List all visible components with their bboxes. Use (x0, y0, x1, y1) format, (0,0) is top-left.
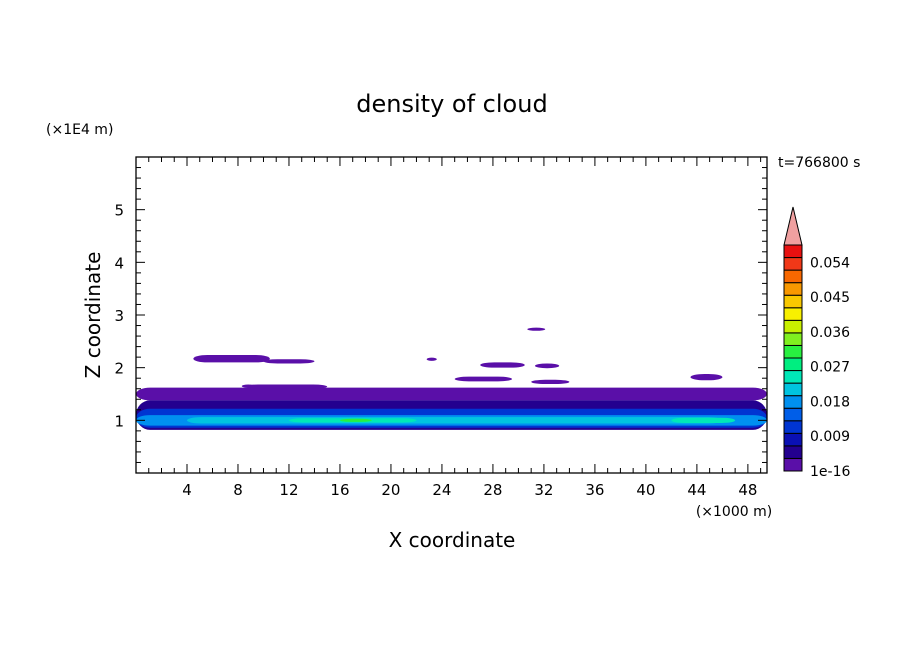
density-contour-16 (531, 379, 570, 384)
colorbar-segment (783, 407, 803, 422)
colorbar-label: 1e-16 (810, 464, 850, 480)
x-tick-label: 20 (381, 481, 400, 499)
y-tick-label: 3 (114, 307, 124, 325)
x-tick-label: 48 (738, 481, 757, 499)
colorbar-overflow-arrow (783, 206, 803, 246)
colorbar-segment (783, 395, 803, 409)
x-tick-label: 32 (534, 481, 553, 499)
colorbar-segment (783, 382, 803, 397)
time-label: t=766800 s (778, 155, 860, 171)
colorbar-segment (783, 344, 803, 359)
density-contour-13 (534, 363, 560, 369)
colorbar-segment (783, 269, 803, 284)
colorbar-label: 0.018 (810, 394, 850, 410)
density-contour-18 (241, 384, 255, 388)
x-axis-unit: (×1000 m) (696, 504, 772, 520)
colorbar-segment (783, 294, 803, 309)
x-tick-label: 44 (687, 481, 706, 499)
colorbar-label: 0.036 (810, 325, 850, 341)
density-contour-11 (426, 357, 437, 361)
x-tick-label: 36 (585, 481, 604, 499)
density-contour-6 (339, 418, 372, 422)
x-tick-label: 12 (279, 481, 298, 499)
density-contour-14 (527, 327, 546, 331)
y-axis-unit: (×1E4 m) (46, 122, 113, 138)
colorbar-segment (783, 420, 803, 434)
density-contour-7 (671, 417, 736, 423)
density-contour-10 (244, 384, 328, 389)
colorbar-segment (783, 432, 803, 447)
colorbar-segment (783, 282, 803, 296)
y-tick-label: 4 (114, 254, 124, 272)
density-contour-8 (193, 355, 270, 363)
density-contour-12 (480, 362, 525, 368)
x-tick-label: 8 (233, 481, 243, 499)
x-tick-label: 16 (330, 481, 349, 499)
density-contour-15 (454, 376, 513, 382)
colorbar-label: 0.045 (810, 290, 850, 306)
colorbar: 1e-16 0.009 0.018 0.027 0.036 0.045 0.054 (783, 206, 850, 480)
x-tick-label: 24 (432, 481, 451, 499)
x-tick-label: 4 (182, 481, 192, 499)
colorbar-segment (783, 307, 803, 321)
chart-title: density of cloud (356, 90, 547, 118)
colorbar-segment (783, 445, 803, 459)
density-contour-17 (690, 373, 723, 381)
colorbar-segment (783, 357, 803, 372)
density-contour-4 (186, 417, 723, 424)
colorbar-label: 0.027 (810, 360, 850, 376)
colorbar-segment (783, 244, 803, 259)
y-tick-label: 2 (114, 360, 124, 378)
x-axis-label: X coordinate (389, 528, 516, 552)
y-axis-label: Z coordinate (81, 252, 105, 379)
colorbar-segment (783, 319, 803, 334)
density-contours (136, 327, 767, 430)
colorbar-segment (783, 257, 803, 271)
y-tick-label: 5 (114, 202, 124, 220)
density-contour-9 (263, 359, 315, 364)
colorbar-segment (783, 332, 803, 346)
colorbar-segment (783, 370, 803, 384)
x-tick-label: 40 (636, 481, 655, 499)
x-tick-label: 28 (483, 481, 502, 499)
colorbar-segment (783, 457, 803, 472)
density-contour-0 (136, 387, 767, 401)
colorbar-label: 0.009 (810, 429, 850, 445)
colorbar-label: 0.054 (810, 255, 850, 271)
y-tick-label: 1 (114, 412, 124, 430)
